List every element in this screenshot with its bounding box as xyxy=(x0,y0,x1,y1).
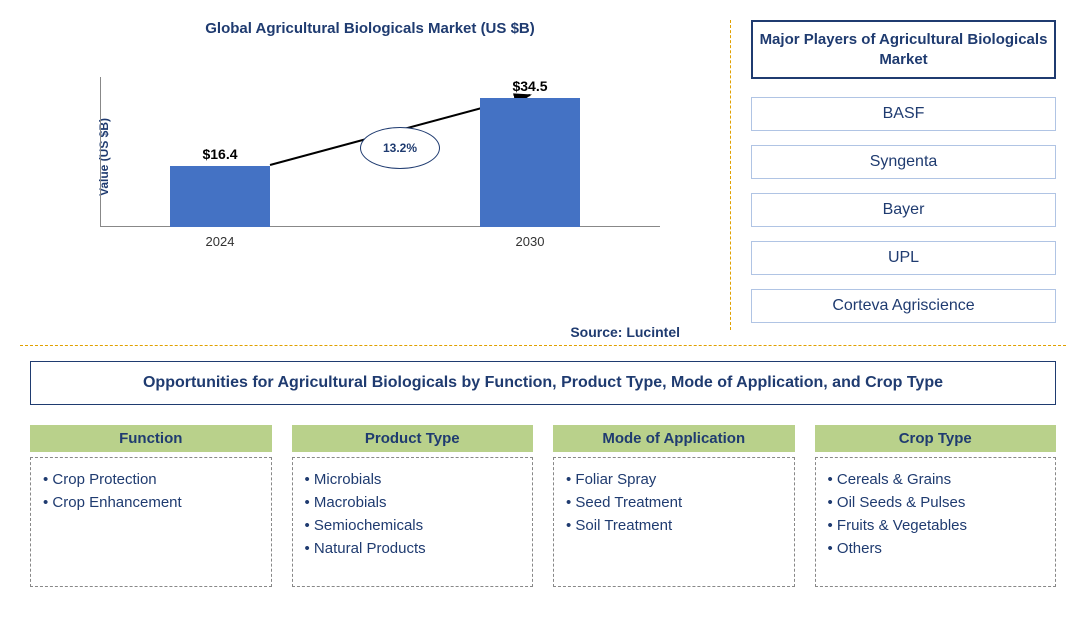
category-header: Mode of Application xyxy=(553,425,795,452)
bar-2030 xyxy=(480,98,580,227)
opportunities-title: Opportunities for Agricultural Biologica… xyxy=(30,361,1056,405)
top-row: Global Agricultural Biologicals Market (… xyxy=(20,10,1066,340)
category-item: Crop Enhancement xyxy=(43,491,259,514)
chart-section: Global Agricultural Biologicals Market (… xyxy=(20,10,720,340)
horizontal-divider xyxy=(20,345,1066,346)
category-item: Crop Protection xyxy=(43,468,259,491)
player-box: Corteva Agriscience xyxy=(751,289,1056,323)
chart-title: Global Agricultural Biologicals Market (… xyxy=(20,20,720,37)
vertical-divider xyxy=(730,20,731,330)
category-header: Crop Type xyxy=(815,425,1057,452)
category-item: Semiochemicals xyxy=(305,514,521,537)
category-item: Seed Treatment xyxy=(566,491,782,514)
chart-source: Source: Lucintel xyxy=(570,324,680,340)
player-box: UPL xyxy=(751,241,1056,275)
category-header: Product Type xyxy=(292,425,534,452)
category-items: Cereals & GrainsOil Seeds & PulsesFruits… xyxy=(815,457,1057,587)
player-box: Syngenta xyxy=(751,145,1056,179)
bar-2024 xyxy=(170,166,270,228)
category-item: Macrobials xyxy=(305,491,521,514)
category-items: Foliar SpraySeed TreatmentSoil Treatment xyxy=(553,457,795,587)
bar-2024-value: $16.4 xyxy=(170,146,270,162)
players-list: BASF Syngenta Bayer UPL Corteva Agriscience xyxy=(751,97,1056,323)
growth-rate-badge: 13.2% xyxy=(360,127,440,169)
category-header: Function xyxy=(30,425,272,452)
category-items: MicrobialsMacrobialsSemiochemicalsNatura… xyxy=(292,457,534,587)
bar-2030-category: 2030 xyxy=(480,234,580,249)
players-section: Major Players of Agricultural Biological… xyxy=(741,10,1066,340)
player-box: Bayer xyxy=(751,193,1056,227)
players-title: Major Players of Agricultural Biological… xyxy=(751,20,1056,79)
bar-2030-value: $34.5 xyxy=(480,78,580,94)
category-item: Foliar Spray xyxy=(566,468,782,491)
category-column: Crop Type Cereals & GrainsOil Seeds & Pul… xyxy=(815,425,1057,587)
player-box: BASF xyxy=(751,97,1056,131)
category-item: Fruits & Vegetables xyxy=(828,514,1044,537)
category-item: Soil Treatment xyxy=(566,514,782,537)
bar-chart: Value (US $B) $16.4 2024 $34.5 2030 13.2… xyxy=(100,57,680,257)
category-item: Cereals & Grains xyxy=(828,468,1044,491)
category-items: Crop ProtectionCrop Enhancement xyxy=(30,457,272,587)
category-item: Others xyxy=(828,537,1044,560)
category-item: Natural Products xyxy=(305,537,521,560)
bar-2024-category: 2024 xyxy=(170,234,270,249)
category-column: Product Type MicrobialsMacrobialsSemioche… xyxy=(292,425,534,587)
category-item: Microbials xyxy=(305,468,521,491)
category-column: Mode of Application Foliar SpraySeed Trea… xyxy=(553,425,795,587)
categories-row: FunctionCrop ProtectionCrop EnhancementP… xyxy=(20,425,1066,587)
category-column: Function Crop ProtectionCrop Enhancement xyxy=(30,425,272,587)
category-item: Oil Seeds & Pulses xyxy=(828,491,1044,514)
